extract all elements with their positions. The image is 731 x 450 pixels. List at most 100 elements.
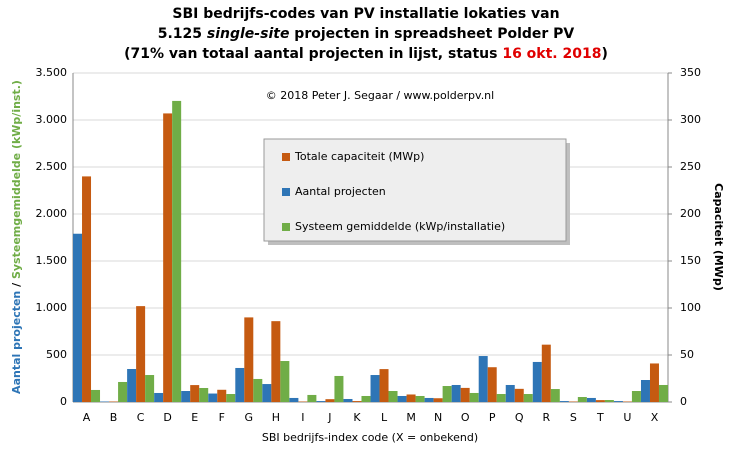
bar [82,176,92,402]
y2-tick-label: 0 [680,395,687,408]
bar [181,391,191,402]
bar [640,380,650,402]
x-tick-label: P [489,411,496,424]
bar [460,387,470,402]
bar [154,392,164,402]
bar [424,397,434,402]
y2-tick-label: 350 [680,66,701,79]
bar [136,306,146,402]
x-axis-label: SBI bedrijfs-index code (X = onbekend) [262,431,478,444]
bar [604,400,614,402]
bar [577,397,587,402]
bar [289,397,299,402]
chart-title: SBI bedrijfs-codes van PV installatie lo… [172,6,559,22]
y-tick-label: 3.500 [36,66,68,79]
x-tick-label: D [163,411,171,424]
x-tick-label: S [570,411,577,424]
legend-label: Systeem gemiddelde (kWp/installatie) [295,220,505,233]
x-tick-label: G [245,411,254,424]
x-tick-label: O [461,411,470,424]
bar [649,363,659,402]
y-tick-label: 2.500 [36,160,68,173]
bar [316,401,326,402]
bar [541,344,551,402]
bar [163,113,173,403]
y2-tick-label: 150 [680,254,701,267]
bar [469,392,479,402]
bar [658,384,668,402]
bar [586,397,596,402]
bar [226,394,236,402]
bar [379,369,389,402]
x-tick-label: F [219,411,225,424]
bar [127,369,137,402]
legend-label: Aantal projecten [295,185,386,198]
x-tick-label: B [110,411,118,424]
x-tick-label: U [623,411,631,424]
bar [199,387,209,402]
chart-title: 5.125 single-site projecten in spreadshe… [158,26,575,42]
bar [631,391,641,402]
y-tick-label: 0 [60,395,67,408]
bar [244,317,254,402]
bar [433,398,443,402]
x-tick-label: H [272,411,280,424]
bar [352,401,362,402]
y2-tick-label: 50 [680,348,694,361]
bar [451,384,461,402]
x-tick-label: R [542,411,550,424]
x-tick-label: Q [515,411,524,424]
y2-axis-label: Capaciteit (MWp) [712,183,725,291]
y-tick-label: 3.000 [36,113,68,126]
bar [172,100,182,402]
y-tick-label: 1.000 [36,301,68,314]
bar [253,378,263,402]
bar [595,400,605,402]
chart-title: (71% van totaal aantal projecten in lijs… [124,46,608,62]
x-tick-label: I [301,411,304,424]
x-tick-label: K [353,411,361,424]
bar [91,389,101,402]
bar [145,375,155,402]
annotation: © 2018 Peter J. Segaar / www.polderpv.nl [266,89,494,102]
x-tick-label: L [381,411,388,424]
bar [190,385,200,402]
y-tick-label: 1.500 [36,254,68,267]
bar [523,394,533,402]
bar [478,356,488,402]
bar [73,233,83,402]
y-axis-label: Aantal projecten / Systeemgemiddelde (kW… [10,80,23,394]
y2-tick-label: 250 [680,160,701,173]
x-tick-label: N [434,411,442,424]
bar [415,395,425,402]
legend [263,138,567,242]
x-tick-label: M [406,411,416,424]
bar [559,401,569,402]
legend-swatch [282,223,290,231]
bar [361,395,371,402]
x-tick-label: X [651,411,659,424]
bar [325,399,335,402]
bar [505,384,515,402]
x-tick-label: C [137,411,145,424]
x-tick-label: J [327,411,331,424]
x-tick-label: T [596,411,604,424]
bar [496,394,506,402]
y2-tick-label: 300 [680,113,701,126]
bar [271,321,281,402]
bar [334,375,344,402]
bar [388,391,398,402]
legend-label: Totale capaciteit (MWp) [294,150,424,163]
bar [307,394,317,402]
y-tick-label: 2.000 [36,207,68,220]
bar [442,386,452,402]
bar [370,375,380,402]
legend-swatch [282,188,290,196]
bar [217,389,227,402]
bar [118,381,128,402]
bar [235,367,245,402]
bar [280,361,290,402]
bar [397,395,407,402]
bar [532,361,542,402]
